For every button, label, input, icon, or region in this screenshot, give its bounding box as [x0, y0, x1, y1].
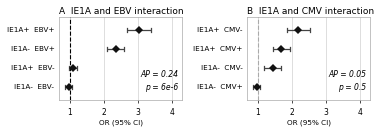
Text: AP = 0.24
p = 6e-6: AP = 0.24 p = 6e-6	[140, 70, 178, 92]
Text: AP = 0.05
p = 0.5: AP = 0.05 p = 0.5	[328, 70, 366, 92]
X-axis label: OR (95% CI): OR (95% CI)	[99, 120, 143, 126]
X-axis label: OR (95% CI): OR (95% CI)	[287, 120, 331, 126]
Text: B  IE1A and CMV interaction: B IE1A and CMV interaction	[247, 7, 374, 16]
Text: A  IE1A and EBV interaction: A IE1A and EBV interaction	[59, 7, 184, 16]
